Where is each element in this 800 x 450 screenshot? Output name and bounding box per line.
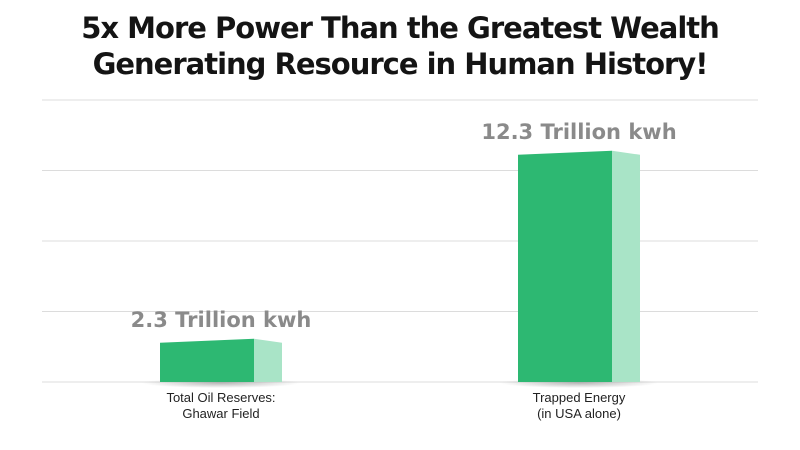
category-label-0-line-0: Total Oil Reserves: bbox=[166, 390, 275, 405]
bar-front-1 bbox=[518, 150, 612, 382]
value-label-1: 12.3 Trillion kwh bbox=[481, 120, 676, 144]
chart-title-line-1: 5x More Power Than the Greatest Wealth bbox=[81, 11, 720, 45]
category-label-1-line-0: Trapped Energy bbox=[533, 390, 626, 405]
bar-side-0 bbox=[254, 338, 282, 382]
category-label-1-line-1: (in USA alone) bbox=[537, 406, 621, 421]
bars bbox=[142, 150, 658, 388]
bar-side-1 bbox=[612, 150, 640, 382]
chart-title-line-2: Generating Resource in Human History! bbox=[92, 47, 709, 81]
value-label-0: 2.3 Trillion kwh bbox=[131, 308, 312, 332]
chart-title: 5x More Power Than the Greatest Wealth G… bbox=[0, 10, 800, 82]
bar-front-0 bbox=[160, 338, 254, 382]
labels: 2.3 Trillion kwh Total Oil Reserves:Ghawa… bbox=[131, 120, 677, 421]
category-label-0-line-1: Ghawar Field bbox=[182, 406, 259, 421]
